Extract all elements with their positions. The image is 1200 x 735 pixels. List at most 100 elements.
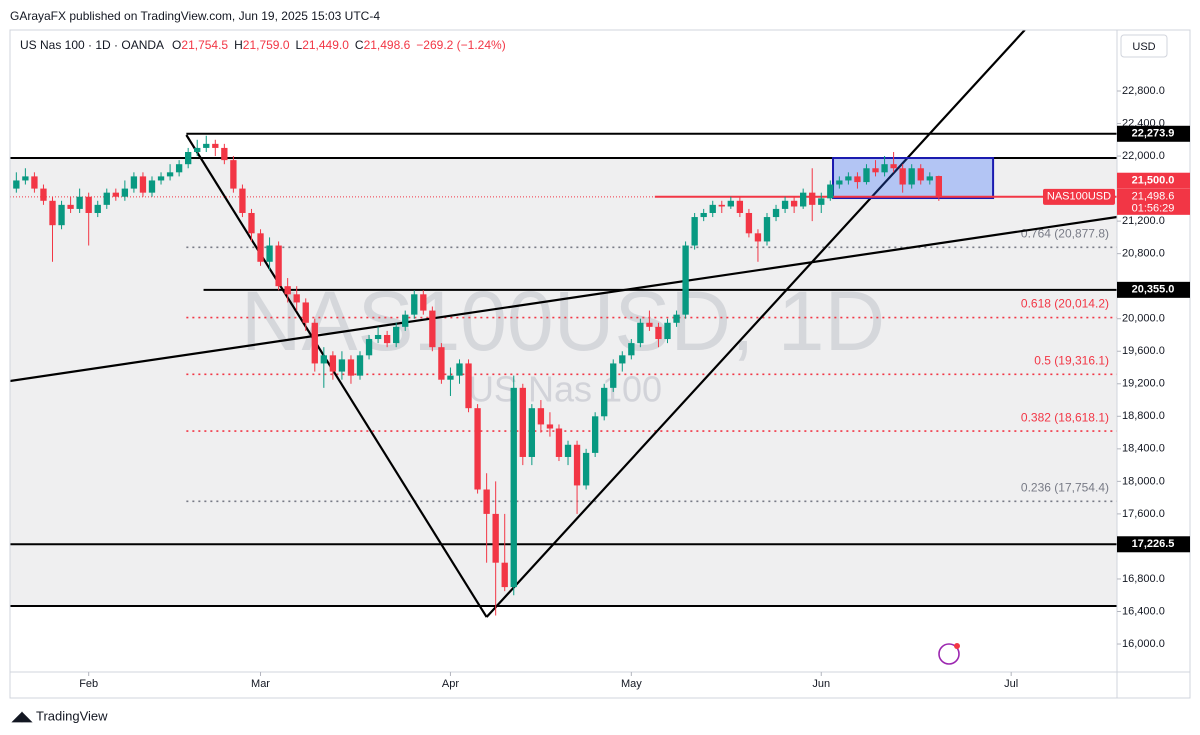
symbol-tag-label: NAS100USD (1047, 191, 1111, 203)
candle-body (22, 176, 29, 181)
candle-body (781, 200, 789, 209)
candle-body (718, 204, 725, 207)
candle-body (646, 322, 653, 327)
candle-body (221, 147, 228, 161)
candle-body (628, 343, 635, 356)
candle-body (293, 294, 300, 303)
candle-body (610, 363, 617, 388)
candle-body (537, 408, 545, 425)
candle-body (926, 176, 933, 181)
candle-body (356, 355, 364, 376)
candle-body (157, 176, 165, 181)
currency-button[interactable] (1120, 34, 1168, 58)
candle-body (501, 562, 508, 588)
candle-body (420, 294, 427, 311)
legend-item: 21,449.0 (302, 38, 349, 52)
candle-body (845, 176, 852, 181)
legend-item: −269.2 (−1.24%) (416, 38, 505, 52)
candle-body (754, 233, 762, 242)
candle-body (564, 444, 572, 457)
candle-body (492, 513, 499, 563)
candle-body (591, 416, 599, 453)
currency: USD (1132, 41, 1155, 53)
candle-body (863, 168, 870, 183)
candle-body (239, 188, 246, 213)
legend: US Nas 100 · 1D · OANDA O21,754.5 H21,759.… (20, 38, 506, 52)
candle-body (438, 347, 445, 380)
candle-body (474, 408, 481, 490)
candle-body (429, 310, 436, 348)
x-tick-label: Mar (251, 678, 270, 690)
alert-icon[interactable] (938, 643, 960, 665)
candle-body (320, 355, 327, 364)
candle-body (619, 355, 626, 364)
candle-body (311, 322, 318, 364)
candle-body (483, 489, 490, 514)
candle-body (103, 192, 110, 205)
y-tick-label: 16,800.0 (1122, 573, 1165, 585)
y-tick-label: 20,000.0 (1122, 313, 1165, 325)
legend-item: L (296, 38, 303, 52)
y-tick-label: 22,800.0 (1122, 85, 1165, 97)
candle-body (13, 180, 20, 189)
candle-body (818, 198, 825, 205)
candle-body (185, 151, 192, 165)
candle-body (121, 188, 129, 197)
candle-body (673, 314, 680, 323)
x-tick-label: May (621, 678, 642, 690)
candle-body (402, 314, 409, 327)
level-tag (1117, 536, 1190, 553)
level-tag-label: 22,273.9 (1132, 128, 1175, 140)
candle-body (112, 192, 119, 197)
y-tick-label: 22,000.0 (1122, 150, 1165, 162)
fib-label: 0.5 (19,316.1) (1034, 354, 1109, 368)
legend-item: 21,498.6 (364, 38, 411, 52)
fib-label: 0.382 (18,618.1) (1021, 410, 1109, 424)
candle-body (582, 452, 590, 486)
candle-body (76, 196, 83, 209)
red-level-tag-label: 21,500.0 (1132, 175, 1175, 187)
candle-body (465, 363, 472, 409)
candle-body (727, 200, 734, 207)
candle-body (40, 188, 47, 201)
candle-body (935, 176, 942, 197)
candle-body (917, 168, 924, 181)
trendline (185, 134, 488, 618)
x-tick-label: Feb (79, 678, 98, 690)
legend-item: C (355, 38, 364, 52)
candle-body (528, 408, 536, 457)
y-tick-label: 21,200.0 (1122, 215, 1165, 227)
candle-body (655, 326, 662, 340)
last-price-label: 21,498.6 (1132, 191, 1175, 203)
candle-body (383, 334, 391, 344)
level-tag (1117, 125, 1190, 142)
frame (9, 29, 1191, 699)
candle-body (139, 176, 147, 193)
candle-body (736, 200, 744, 213)
legend-item: 21,754.5 (181, 38, 228, 52)
fib-label: 0.618 (20,014.2) (1021, 297, 1109, 311)
candle-body (682, 245, 689, 315)
candle-body (31, 176, 38, 189)
level-tag-label: 20,355.0 (1132, 284, 1175, 296)
candle-body (854, 176, 861, 183)
candle-body (175, 164, 183, 173)
candle-body (49, 200, 56, 226)
x-tick-label: Jun (812, 678, 830, 690)
candle-body (329, 355, 337, 372)
legend-item: O (172, 38, 181, 52)
y-tick-label: 16,400.0 (1122, 605, 1165, 617)
candle-body (700, 212, 707, 218)
candle-body (745, 212, 753, 234)
candle-body (890, 164, 897, 169)
candle-body (546, 424, 554, 429)
candle-body (709, 204, 716, 213)
candle-body (67, 204, 74, 209)
y-tick-label: 20,800.0 (1122, 248, 1165, 260)
candle-body (411, 294, 418, 315)
candle-body (899, 168, 906, 185)
y-tick-label: 18,800.0 (1122, 410, 1165, 422)
candle-body (166, 172, 174, 177)
